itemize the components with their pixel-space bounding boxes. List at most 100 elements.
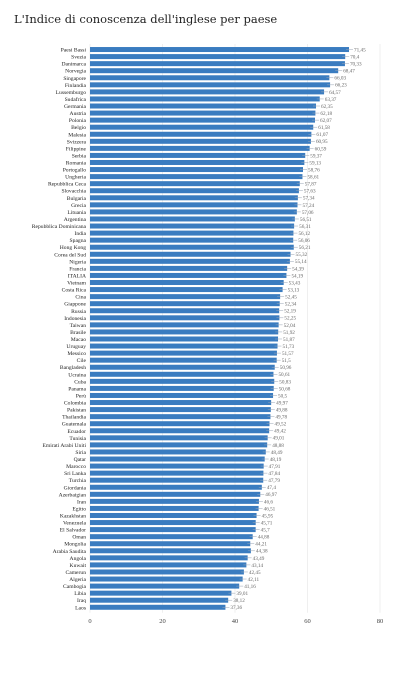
category-label: Grecia [71, 203, 86, 209]
bar [90, 428, 270, 434]
value-label: 46,51 [264, 506, 276, 512]
bar [90, 442, 268, 448]
category-label: Russia [71, 309, 86, 315]
bar [90, 61, 345, 67]
value-label: 47,79 [268, 478, 280, 484]
bar [90, 583, 240, 589]
value-label: 52,19 [284, 309, 296, 315]
value-label: 42,45 [249, 570, 261, 576]
bar [90, 505, 259, 511]
category-label: Turchia [69, 478, 87, 484]
bar [90, 498, 259, 504]
category-label: Vietnam [67, 281, 87, 287]
category-label: Cambogia [63, 584, 87, 590]
category-label: Kazakhstan [60, 513, 86, 519]
bar [90, 590, 232, 596]
value-label: 52,25 [284, 316, 296, 322]
category-label: Giordania [64, 485, 87, 491]
value-label: 61,07 [316, 132, 328, 138]
category-label: Pakistan [67, 408, 86, 414]
value-label: 50,96 [280, 365, 292, 371]
category-label: Iraq [77, 598, 86, 604]
bar [90, 280, 284, 286]
category-label: Azerbaigian [59, 492, 87, 498]
category-label: Bulgaria [67, 196, 87, 202]
value-label: 56,31 [299, 224, 311, 230]
bar [90, 265, 288, 271]
category-label: Arabia Saudita [53, 549, 87, 555]
bar [90, 159, 305, 165]
bar [90, 336, 279, 342]
category-label: Taiwan [70, 323, 87, 329]
category-label: El Salvador [60, 528, 86, 534]
category-label: Emirati Arabi Uniti [43, 443, 87, 449]
bar [90, 202, 298, 208]
value-label: 56,06 [298, 238, 310, 244]
value-label: 49,01 [273, 436, 285, 442]
bar [90, 294, 281, 300]
value-label: 54,19 [291, 273, 303, 279]
category-label: Venezuela [63, 521, 86, 527]
bar [90, 174, 303, 180]
value-label: 49,88 [276, 407, 288, 413]
value-label: 43,49 [253, 556, 265, 562]
value-label: 50,61 [278, 372, 290, 378]
value-label: 50,68 [279, 386, 291, 392]
category-label: Slovacchia [61, 189, 86, 195]
bar [90, 315, 280, 321]
category-label: Danimarca [61, 62, 86, 68]
bar [90, 209, 297, 215]
value-label: 54,39 [292, 266, 304, 272]
value-label: 53,43 [289, 280, 301, 286]
value-label: 57,24 [303, 203, 315, 209]
category-label: Giappone [64, 302, 86, 308]
value-label: 61,58 [318, 125, 330, 131]
category-label: Thailandia [62, 415, 86, 421]
category-label: Austria [70, 111, 87, 117]
bar [90, 131, 312, 137]
category-label: Norvegia [65, 69, 86, 75]
bar [90, 145, 310, 151]
value-label: 41,16 [244, 584, 256, 590]
bar [90, 555, 248, 561]
category-label: Lussemburgo [56, 90, 87, 96]
category-label: Singapore [63, 76, 86, 82]
value-label: 57,34 [303, 196, 315, 202]
gridlines [89, 44, 381, 613]
x-tick-label: 0 [88, 618, 91, 625]
bar [90, 477, 264, 483]
value-label: 47,84 [268, 471, 280, 477]
bar [90, 117, 315, 123]
bar [90, 287, 283, 293]
value-label: 55,14 [295, 259, 307, 265]
value-label: 70,4 [350, 54, 359, 60]
category-label: Finlandia [65, 83, 87, 89]
category-label: Siria [75, 450, 86, 456]
category-label: Kuwait [70, 563, 87, 569]
bar [90, 124, 314, 130]
category-label: Belgio [71, 125, 86, 131]
category-label: Svizzera [67, 139, 87, 145]
bar [90, 484, 262, 490]
value-label: 56,21 [299, 245, 311, 251]
bar [90, 322, 279, 328]
bar [90, 308, 280, 314]
x-tick-label: 80 [377, 618, 384, 625]
category-label: Ecuador [67, 429, 86, 435]
category-label: Panama [68, 386, 86, 392]
category-label: Portogallo [63, 168, 87, 174]
value-label: 58,76 [308, 167, 320, 173]
value-label: 51,73 [283, 344, 295, 350]
value-label: 53,13 [288, 287, 300, 293]
category-label: Camerun [65, 570, 86, 576]
bar [90, 385, 274, 391]
category-label: Iran [77, 499, 86, 505]
bar [90, 181, 300, 187]
value-label: 55,32 [296, 252, 308, 258]
category-label: Egitto [72, 506, 86, 512]
category-label: Uruguay [66, 344, 86, 350]
bar [90, 96, 320, 102]
value-label: 47,4 [267, 485, 276, 491]
x-tick-label: 40 [232, 618, 239, 625]
